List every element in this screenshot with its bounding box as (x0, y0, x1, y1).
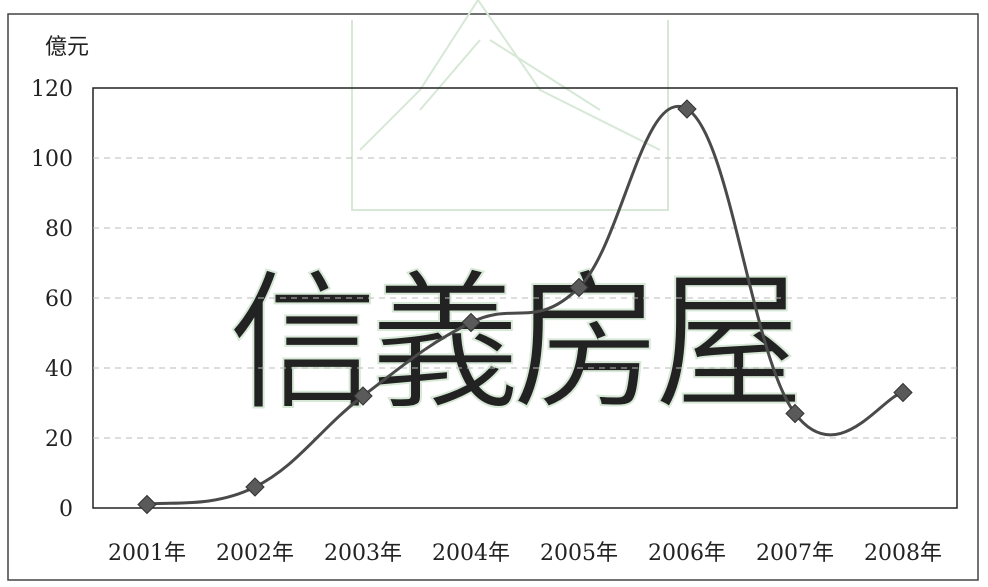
y-tick-label: 40 (45, 357, 73, 382)
y-tick-label: 60 (45, 287, 73, 312)
outer-border (7, 13, 979, 581)
data-point-marker (461, 312, 481, 333)
data-point-marker (785, 403, 805, 424)
x-tick-label: 2001年 (108, 541, 186, 566)
y-tick-label: 0 (59, 497, 73, 522)
x-tick-label: 2006年 (648, 541, 726, 566)
data-point-marker (893, 382, 913, 403)
y-tick-label: 20 (45, 427, 73, 452)
data-point-marker (137, 494, 157, 515)
x-tick-label: 2004年 (432, 541, 510, 566)
y-tick-label: 120 (31, 77, 73, 102)
watermark-logo (351, 0, 669, 211)
x-tick-label: 2002年 (216, 541, 294, 566)
data-point-marker (245, 477, 265, 497)
x-tick-label: 2008年 (864, 541, 942, 566)
data-point-marker (353, 386, 373, 406)
data-point-marker (677, 99, 697, 119)
x-tick-label: 2007年 (756, 541, 834, 566)
gridlines (93, 157, 957, 439)
y-axis-ticks: 0 20 40 60 80 100 120 (31, 77, 73, 522)
x-axis-ticks: 2001年 2002年 2003年 2004年 2005年 2006年 2007年 2008年 (108, 541, 942, 566)
data-point-marker (569, 277, 589, 298)
series-markers (137, 99, 913, 515)
x-tick-label: 2003年 (324, 541, 402, 566)
y-tick-label: 100 (31, 147, 73, 172)
watermark: 信義房屋 (227, 0, 806, 432)
x-tick-label: 2005年 (540, 541, 618, 566)
watermark-text: 信義房屋 (228, 257, 797, 431)
y-axis-label: 億元 (45, 35, 89, 60)
y-tick-label: 80 (45, 217, 73, 242)
